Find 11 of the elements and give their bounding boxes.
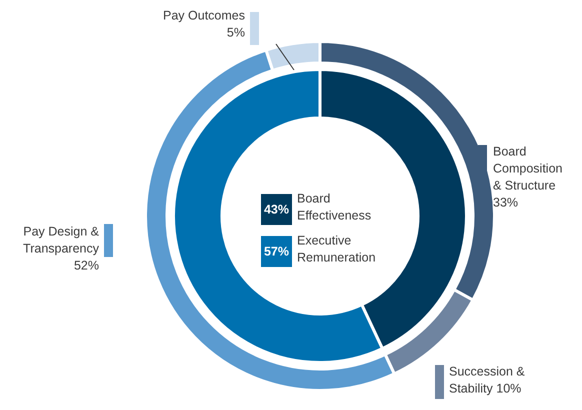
slice-label: Executive Remuneration [297,234,376,265]
slice-label: Board Composition & Structure [493,144,563,193]
data-label: 57% [264,244,290,258]
data-label: 5% [226,26,245,40]
data-label: 52% [74,258,99,273]
data-label: 43% [264,202,290,216]
slice-label: Pay Outcomes [163,8,245,23]
slice-label: Board Effectiveness [297,192,372,223]
slice-label: Succession & Stability 10% [449,364,526,396]
slice-label: Pay Design & Transparency [23,224,100,256]
data-label: 33% [493,196,518,210]
